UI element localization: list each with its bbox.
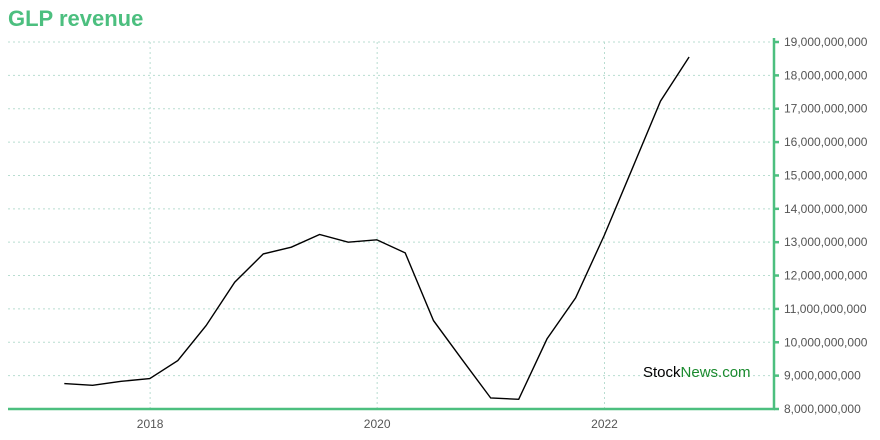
y-tick-label: 19,000,000,000: [784, 35, 868, 49]
x-tick-label: 2018: [137, 417, 164, 431]
revenue-line: [64, 56, 690, 401]
y-tick-label: 13,000,000,000: [784, 235, 868, 249]
x-tick-label: 2022: [591, 417, 618, 431]
y-tick-label: 9,000,000,000: [784, 369, 861, 383]
y-tick-label: 11,000,000,000: [784, 302, 867, 316]
y-tick-label: 16,000,000,000: [784, 135, 868, 149]
x-tick-label: 2020: [364, 417, 391, 431]
label-layer: 8,000,000,000 9,000,000,000 10,000,000,000…: [137, 35, 868, 431]
series-layer: [64, 56, 690, 401]
y-tick-label: 12,000,000,000: [784, 269, 868, 283]
watermark-part2: News.com: [680, 364, 751, 381]
y-tick-label: 17,000,000,000: [784, 102, 868, 116]
grid-layer: [8, 41, 774, 410]
watermark-logo: StockNews.com: [643, 364, 751, 381]
axis-layer: [8, 38, 779, 411]
y-tick-label: 15,000,000,000: [784, 168, 868, 182]
chart-title: GLP revenue: [8, 6, 144, 31]
y-tick-label: 18,000,000,000: [784, 68, 868, 82]
y-tick-label: 8,000,000,000: [784, 402, 861, 416]
watermark-part1: Stock: [643, 364, 681, 381]
y-tick-label: 10,000,000,000: [784, 335, 868, 349]
y-tick-label: 14,000,000,000: [784, 202, 868, 216]
